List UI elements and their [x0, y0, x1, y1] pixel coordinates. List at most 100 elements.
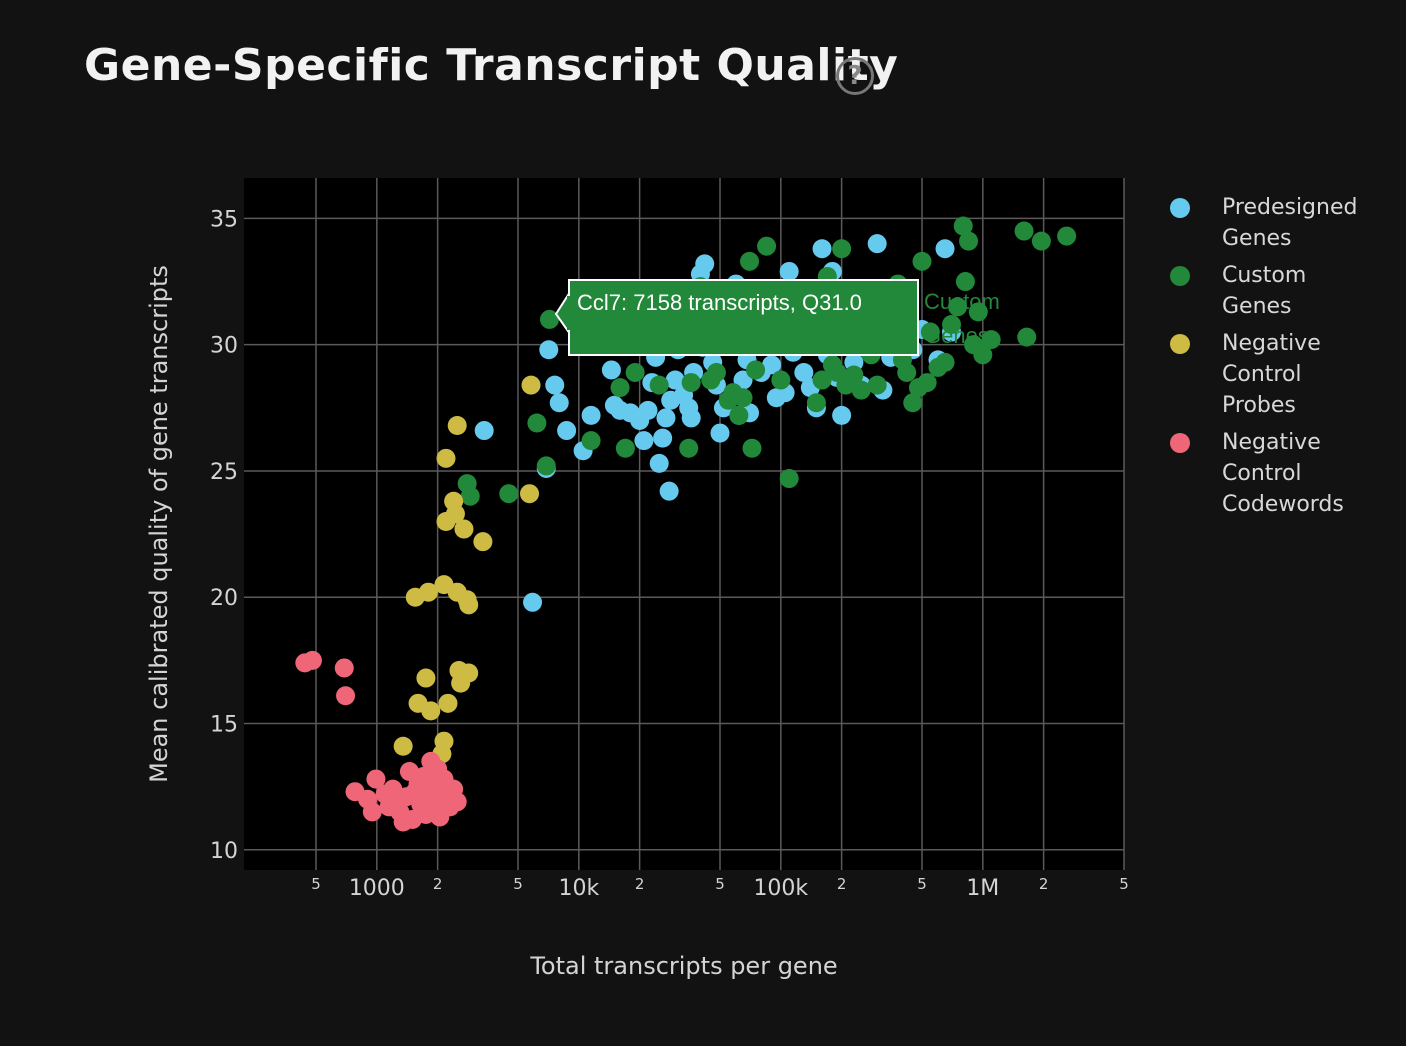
data-point[interactable] [545, 375, 565, 395]
data-point[interactable] [334, 658, 354, 678]
data-point[interactable] [653, 428, 673, 448]
data-point[interactable] [416, 668, 436, 688]
data-point[interactable] [445, 504, 465, 524]
data-point[interactable] [523, 592, 543, 612]
legend-item-custom-genes[interactable]: Custom Genes [1168, 260, 1398, 322]
data-point[interactable] [812, 239, 832, 259]
data-point[interactable] [981, 330, 1001, 350]
data-point[interactable] [610, 378, 630, 398]
data-point[interactable] [473, 532, 493, 552]
data-point[interactable] [959, 231, 979, 251]
data-point[interactable] [903, 393, 923, 413]
data-point[interactable] [521, 375, 541, 395]
data-point[interactable] [459, 595, 479, 615]
data-point[interactable] [679, 438, 699, 458]
data-point[interactable] [812, 370, 832, 390]
data-point[interactable] [1017, 327, 1037, 347]
data-point[interactable] [832, 239, 852, 259]
data-point[interactable] [935, 352, 955, 372]
data-point[interactable] [436, 448, 456, 468]
data-point[interactable] [474, 421, 494, 441]
data-point[interactable] [557, 421, 577, 441]
data-point[interactable] [438, 693, 458, 713]
data-point[interactable] [665, 370, 685, 390]
data-point[interactable] [336, 686, 356, 706]
data-point[interactable] [366, 769, 386, 789]
data-point[interactable] [527, 413, 547, 433]
data-point[interactable] [762, 355, 782, 375]
data-point[interactable] [581, 431, 601, 451]
data-point[interactable] [659, 481, 679, 501]
data-point[interactable] [955, 272, 975, 292]
data-point[interactable] [912, 251, 932, 271]
data-point[interactable] [601, 360, 621, 380]
data-point[interactable] [771, 370, 791, 390]
data-point[interactable] [742, 438, 762, 458]
data-point[interactable] [649, 453, 669, 473]
data-point[interactable] [393, 736, 413, 756]
data-point[interactable] [638, 400, 658, 420]
data-point[interactable] [706, 362, 726, 382]
data-point[interactable] [757, 236, 777, 256]
data-point[interactable] [681, 408, 701, 428]
data-point[interactable] [499, 484, 519, 504]
data-point[interactable] [625, 362, 645, 382]
data-point[interactable] [536, 456, 556, 476]
data-point[interactable] [973, 345, 993, 365]
x-tick-label: 1M [966, 876, 999, 901]
question-circle-icon[interactable]: ? [836, 57, 874, 95]
data-point[interactable] [806, 393, 826, 413]
x-tick-label: 2 [1039, 875, 1049, 893]
data-point[interactable] [920, 322, 940, 342]
data-point[interactable] [459, 663, 479, 683]
data-point[interactable] [695, 254, 715, 274]
data-point[interactable] [520, 484, 540, 504]
data-point[interactable] [1057, 226, 1077, 246]
data-point[interactable] [897, 362, 917, 382]
data-point[interactable] [681, 373, 701, 393]
data-point[interactable] [421, 701, 441, 721]
data-point[interactable] [302, 650, 322, 670]
data-point[interactable] [779, 469, 799, 489]
data-point[interactable] [867, 375, 887, 395]
data-point[interactable] [447, 792, 467, 812]
legend-item-negative-control-probes[interactable]: Negative Control Probes [1168, 328, 1398, 421]
data-point[interactable] [851, 380, 871, 400]
data-point[interactable] [710, 423, 730, 443]
data-point[interactable] [549, 393, 569, 413]
data-point[interactable] [539, 309, 559, 329]
legend-item-negative-control-codewords[interactable]: Negative Control Codewords [1168, 427, 1398, 520]
data-point[interactable] [634, 431, 654, 451]
data-point[interactable] [746, 360, 766, 380]
data-point[interactable] [447, 416, 467, 436]
legend-item-predesigned-genes[interactable]: Predesigned Genes [1168, 192, 1398, 254]
data-point[interactable] [733, 388, 753, 408]
data-point[interactable] [454, 519, 474, 539]
data-point[interactable] [942, 314, 962, 334]
data-point[interactable] [948, 297, 968, 317]
data-point[interactable] [615, 438, 635, 458]
data-point[interactable] [729, 405, 749, 425]
data-point[interactable] [779, 261, 799, 281]
data-point[interactable] [418, 582, 438, 602]
data-point[interactable] [968, 302, 988, 322]
data-point[interactable] [935, 239, 955, 259]
data-point[interactable] [917, 373, 937, 393]
data-point[interactable] [832, 405, 852, 425]
data-point[interactable] [422, 799, 442, 819]
data-point[interactable] [740, 251, 760, 271]
data-point[interactable] [656, 408, 676, 428]
data-point[interactable] [362, 802, 382, 822]
data-point[interactable] [1031, 231, 1051, 251]
data-point[interactable] [844, 365, 864, 385]
data-point[interactable] [794, 362, 814, 382]
data-point[interactable] [434, 769, 454, 789]
data-point[interactable] [460, 486, 480, 506]
data-point[interactable] [434, 731, 454, 751]
data-point[interactable] [953, 216, 973, 236]
data-point[interactable] [1014, 221, 1034, 241]
data-point[interactable] [649, 375, 669, 395]
data-point[interactable] [581, 405, 601, 425]
data-point[interactable] [867, 234, 887, 254]
data-point[interactable] [539, 340, 559, 360]
